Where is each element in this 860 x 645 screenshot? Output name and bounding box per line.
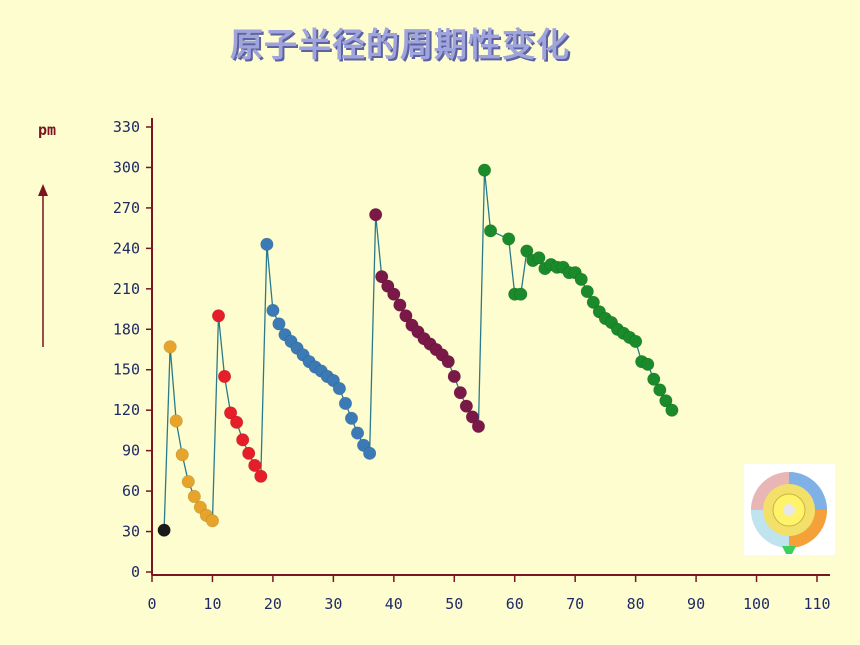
data-point xyxy=(520,244,534,258)
data-point xyxy=(629,334,643,349)
data-point xyxy=(169,414,183,428)
y-tick-label: 90 xyxy=(122,442,140,460)
data-point xyxy=(266,303,280,317)
x-tick-label: 10 xyxy=(203,595,221,613)
data-point xyxy=(254,469,268,483)
data-point xyxy=(344,411,359,425)
data-point xyxy=(647,372,661,386)
y-tick-label: 0 xyxy=(131,563,140,581)
y-tick-label: 300 xyxy=(113,158,140,176)
x-tick-label: 80 xyxy=(627,595,645,613)
data-point xyxy=(459,399,473,413)
x-tick-label: 0 xyxy=(147,595,156,613)
data-point xyxy=(260,237,274,251)
x-tick-label: 90 xyxy=(687,595,705,613)
data-point xyxy=(248,458,262,473)
x-tick-label: 30 xyxy=(324,595,342,613)
x-tick-label: 60 xyxy=(506,595,524,613)
data-point xyxy=(163,340,177,354)
y-tick-label: 240 xyxy=(113,239,140,257)
x-tick-label: 40 xyxy=(385,595,403,613)
data-point xyxy=(236,433,250,447)
data-point xyxy=(375,270,389,284)
data-point xyxy=(230,415,244,429)
y-tick-label: 30 xyxy=(122,523,140,541)
data-point xyxy=(502,232,516,246)
data-point xyxy=(387,287,401,301)
x-tick-label: 70 xyxy=(566,595,584,613)
data-point xyxy=(272,317,286,331)
y-tick-label: 180 xyxy=(113,320,140,338)
data-point xyxy=(350,426,365,440)
data-point xyxy=(580,284,594,299)
data-point xyxy=(574,272,588,286)
x-tick-label: 100 xyxy=(743,595,770,613)
data-point xyxy=(332,382,347,396)
data-point xyxy=(181,475,195,489)
data-point xyxy=(369,208,383,222)
series-line xyxy=(163,170,673,531)
y-axis-unit-label: pm xyxy=(38,121,56,139)
data-point xyxy=(586,295,600,309)
y-tick-label: 210 xyxy=(113,280,140,298)
data-point xyxy=(175,448,189,462)
data-point xyxy=(665,403,679,417)
data-point xyxy=(477,163,492,177)
x-tick-label: 110 xyxy=(803,595,830,613)
data-point xyxy=(483,224,498,238)
periodic-table-wheel-icon xyxy=(744,464,835,555)
data-point xyxy=(338,396,353,411)
data-point xyxy=(441,355,455,369)
y-tick-label: 330 xyxy=(113,118,140,136)
data-point xyxy=(363,446,377,460)
data-point xyxy=(205,514,220,528)
x-tick-label: 50 xyxy=(445,595,463,613)
data-point xyxy=(211,309,226,323)
data-point xyxy=(157,523,171,537)
y-tick-label: 120 xyxy=(113,401,140,419)
data-point xyxy=(465,410,480,424)
data-point xyxy=(217,369,232,384)
data-point xyxy=(223,406,238,420)
x-tick-label: 20 xyxy=(264,595,282,613)
data-point xyxy=(447,369,461,384)
y-tick-label: 150 xyxy=(113,361,140,379)
data-point xyxy=(653,383,667,397)
y-tick-label: 60 xyxy=(122,482,140,500)
data-point xyxy=(393,298,407,312)
data-point xyxy=(453,386,467,400)
data-point xyxy=(532,251,546,265)
data-point xyxy=(659,394,673,408)
data-point xyxy=(242,446,256,460)
data-point xyxy=(471,419,486,433)
y-tick-label: 270 xyxy=(113,199,140,217)
page-title: 原子半径的周期性变化 xyxy=(230,25,570,64)
data-point xyxy=(514,287,528,301)
data-point xyxy=(399,309,413,323)
unit-arrow-head xyxy=(38,184,48,196)
data-point xyxy=(641,357,655,371)
data-point xyxy=(187,489,201,504)
